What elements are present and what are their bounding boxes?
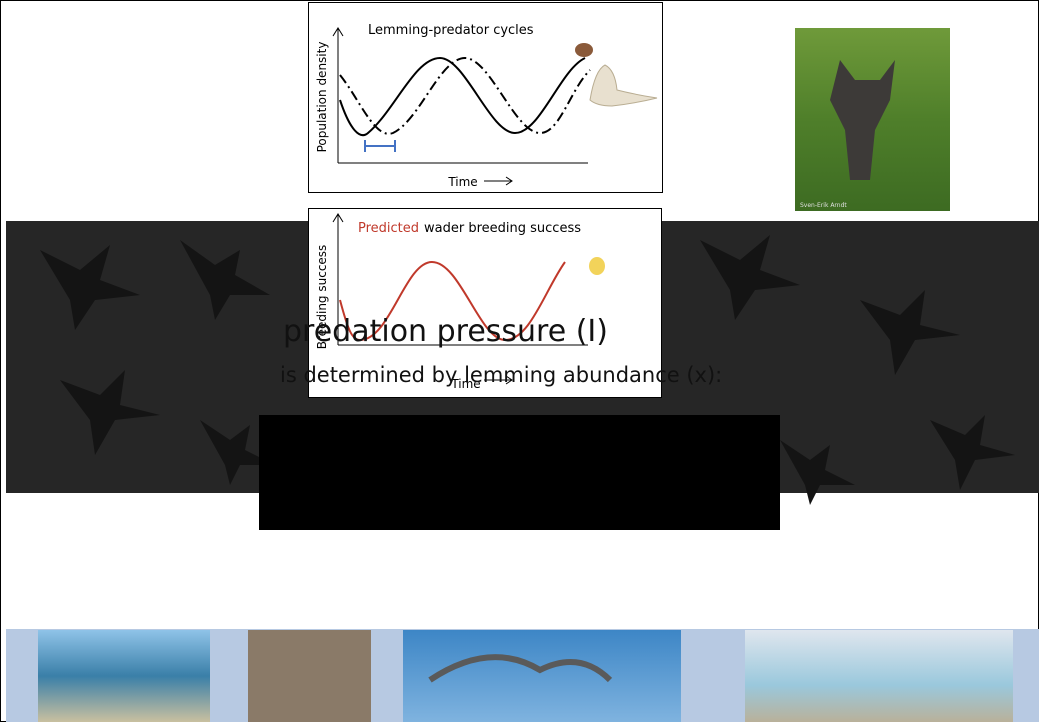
y-axis-label: Population density xyxy=(315,42,329,153)
predator-curve xyxy=(339,56,586,137)
subheading: is determined by lemming abundance (x): xyxy=(280,363,722,387)
heading: predation pressure (I) xyxy=(283,314,608,349)
fox-shape xyxy=(830,60,895,180)
flock-photo xyxy=(745,630,1013,722)
y-axis-label: Breeding success xyxy=(315,245,329,350)
axis-arrow xyxy=(332,27,344,37)
bird-shape xyxy=(428,654,613,683)
axis-arrow xyxy=(484,375,513,385)
hand-photo xyxy=(248,630,371,722)
lemming-icon xyxy=(575,43,593,57)
chart-title: Lemming-predator cycles xyxy=(368,23,534,38)
lag-bracket xyxy=(364,140,396,152)
axis-arrow xyxy=(484,176,513,186)
title-rest: wader breeding success xyxy=(424,221,581,236)
fox-icon xyxy=(589,64,658,107)
bird-release-photo xyxy=(403,630,681,722)
chart-title: Predicted wader breeding success xyxy=(358,221,581,236)
coast-photo xyxy=(38,630,210,722)
axis-arrow xyxy=(332,213,344,223)
chick-icon xyxy=(589,257,605,275)
breeding-curve xyxy=(339,260,566,342)
black-box xyxy=(259,415,780,530)
chart-panel xyxy=(308,208,662,398)
title-highlight: Predicted xyxy=(358,221,419,236)
bird-silhouettes xyxy=(40,235,1015,505)
lemming-curve xyxy=(339,56,591,135)
x-axis-label: Time xyxy=(447,175,477,189)
x-axis-label: Time xyxy=(450,377,480,391)
photo-credit: Sven-Erik Arndt xyxy=(800,202,847,209)
